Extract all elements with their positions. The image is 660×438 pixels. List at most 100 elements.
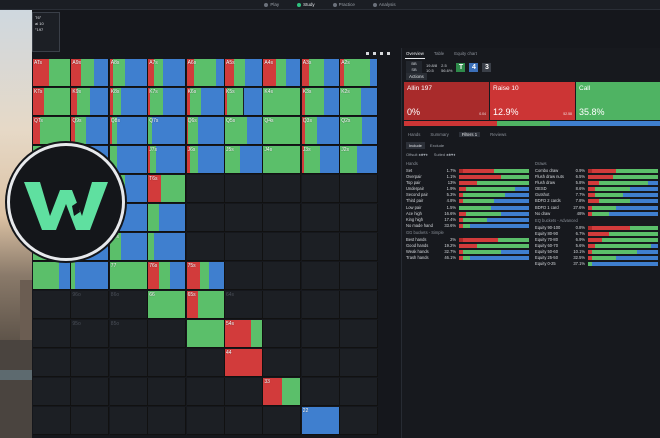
range-cell[interactable]: 65s	[186, 291, 225, 319]
filter-row[interactable]: OESD 8.6%	[535, 186, 660, 192]
range-cell[interactable]: A8s	[109, 59, 148, 87]
tab-filters[interactable]: Filters 1	[458, 132, 481, 137]
filter-row[interactable]: Gutshot 7.7%	[535, 192, 660, 198]
range-cell[interactable]: A6s	[186, 59, 225, 87]
range-cell[interactable]	[225, 262, 263, 290]
action-allin[interactable]: Allin 197 0% 0.04	[404, 82, 489, 120]
range-cell[interactable]	[186, 233, 225, 261]
range-cell[interactable]	[225, 378, 263, 406]
range-cell[interactable]	[186, 204, 225, 232]
range-cell[interactable]	[301, 320, 340, 348]
nav-play[interactable]: Play	[264, 2, 279, 7]
range-cell[interactable]	[340, 407, 379, 435]
range-cell[interactable]	[301, 291, 340, 319]
filter-row[interactable]: Low pair 1.5%	[406, 205, 532, 211]
range-cell[interactable]: 64s	[225, 291, 263, 319]
range-cell[interactable]	[263, 407, 302, 435]
legend-dot[interactable]	[380, 52, 383, 55]
range-cell[interactable]	[340, 291, 379, 319]
range-cell[interactable]	[225, 175, 263, 203]
filter-row[interactable]: BDFD 2 cards 7.8%	[535, 198, 660, 204]
range-cell[interactable]	[340, 320, 379, 348]
range-cell[interactable]	[33, 378, 71, 406]
range-cell[interactable]: A2s	[340, 59, 379, 87]
nav-practice[interactable]: Practice	[332, 2, 355, 7]
range-cell[interactable]	[33, 262, 71, 290]
actions-dropdown[interactable]: Actions	[406, 73, 427, 80]
range-cell[interactable]: Q4s	[263, 117, 302, 145]
range-cell[interactable]	[340, 262, 379, 290]
range-cell[interactable]: 85o	[109, 320, 148, 348]
range-cell[interactable]	[186, 175, 225, 203]
range-cell[interactable]: 66	[148, 291, 187, 319]
range-cell[interactable]: 95o	[71, 320, 110, 348]
tab-hands[interactable]: Hands	[408, 132, 421, 137]
range-cell[interactable]	[109, 378, 148, 406]
nav-study[interactable]: Study	[297, 2, 315, 7]
range-cell[interactable]: K3s	[301, 88, 340, 116]
range-cell[interactable]: A9s	[71, 59, 110, 87]
exclude-tab[interactable]: Exclude	[429, 143, 445, 148]
filter-row[interactable]: Ace high 16.6%	[406, 211, 532, 217]
range-cell[interactable]	[109, 146, 148, 174]
range-cell[interactable]	[301, 378, 340, 406]
filter-row[interactable]: Good hands 19.2%	[406, 243, 532, 249]
range-cell[interactable]	[301, 175, 340, 203]
tab-table[interactable]: Table	[433, 51, 445, 56]
filter-row[interactable]: Equity 80-90 6.7%	[535, 231, 660, 237]
range-cell[interactable]	[71, 262, 110, 290]
range-cell[interactable]	[33, 349, 71, 377]
filter-row[interactable]: BDFD 1 card 27.6%	[535, 205, 660, 211]
offsuit-filter[interactable]: Offsuit ♠♣♥♦	[406, 152, 428, 157]
action-call[interactable]: Call 35.8%	[576, 82, 660, 120]
range-cell[interactable]	[33, 407, 71, 435]
filter-row[interactable]: Combo draw 0.9%	[535, 168, 660, 174]
filter-row[interactable]: Set 1.7%	[406, 168, 532, 174]
range-cell[interactable]	[148, 349, 187, 377]
range-cell[interactable]	[263, 175, 302, 203]
range-cell[interactable]	[186, 320, 225, 348]
range-cell[interactable]: 97s	[109, 204, 148, 232]
legend-dot[interactable]	[366, 52, 369, 55]
range-cell[interactable]: KTs	[33, 88, 71, 116]
range-cell[interactable]: 44	[225, 349, 263, 377]
filter-row[interactable]: Flush draw 5.8%	[535, 180, 660, 186]
range-cell[interactable]	[148, 320, 187, 348]
filter-row[interactable]: No made hand 33.6%	[406, 223, 532, 229]
tab-summary[interactable]: Summary	[430, 132, 449, 137]
range-cell[interactable]: A7s	[148, 59, 187, 87]
range-cell[interactable]	[186, 349, 225, 377]
range-cell[interactable]	[263, 320, 302, 348]
range-cell[interactable]: J3s	[301, 146, 340, 174]
range-cell[interactable]: K8s	[109, 88, 148, 116]
mini-strategy-card[interactable]: T6° ai 10 °197	[32, 12, 60, 52]
range-cell[interactable]	[301, 204, 340, 232]
range-cell[interactable]	[301, 233, 340, 261]
range-cell[interactable]	[340, 378, 379, 406]
range-cell[interactable]	[71, 407, 110, 435]
range-cell[interactable]: Q7s	[148, 117, 187, 145]
range-cell[interactable]: 87s	[109, 233, 148, 261]
nav-analysis[interactable]: Analysis	[372, 2, 396, 7]
range-cell[interactable]: 75s	[186, 262, 225, 290]
range-cell[interactable]	[340, 349, 379, 377]
filter-row[interactable]: Weak hands 32.7%	[406, 249, 532, 255]
range-cell[interactable]	[225, 233, 263, 261]
range-cell[interactable]	[225, 204, 263, 232]
range-cell[interactable]: A4s	[263, 59, 302, 87]
range-cell[interactable]	[186, 378, 225, 406]
range-cell[interactable]	[148, 378, 187, 406]
range-cell[interactable]	[340, 175, 379, 203]
filter-row[interactable]: Equity 70-80 6.9%	[535, 237, 660, 243]
range-cell[interactable]: Q8s	[109, 117, 148, 145]
filter-row[interactable]: Equity 60-70 5.6%	[535, 243, 660, 249]
range-cell[interactable]: J7s	[148, 146, 187, 174]
range-cell[interactable]	[71, 349, 110, 377]
range-cell[interactable]: K6s	[186, 88, 225, 116]
filter-row[interactable]: Top pair 13%	[406, 180, 532, 186]
filter-row[interactable]: Equity 90-100 0.8%	[535, 225, 660, 231]
range-cell[interactable]	[186, 407, 225, 435]
filter-row[interactable]: Flush draw nuts 6.5%	[535, 174, 660, 180]
filter-row[interactable]: Equity 25-50 32.5%	[535, 255, 660, 261]
filter-row[interactable]: Overpair 1.1%	[406, 174, 532, 180]
